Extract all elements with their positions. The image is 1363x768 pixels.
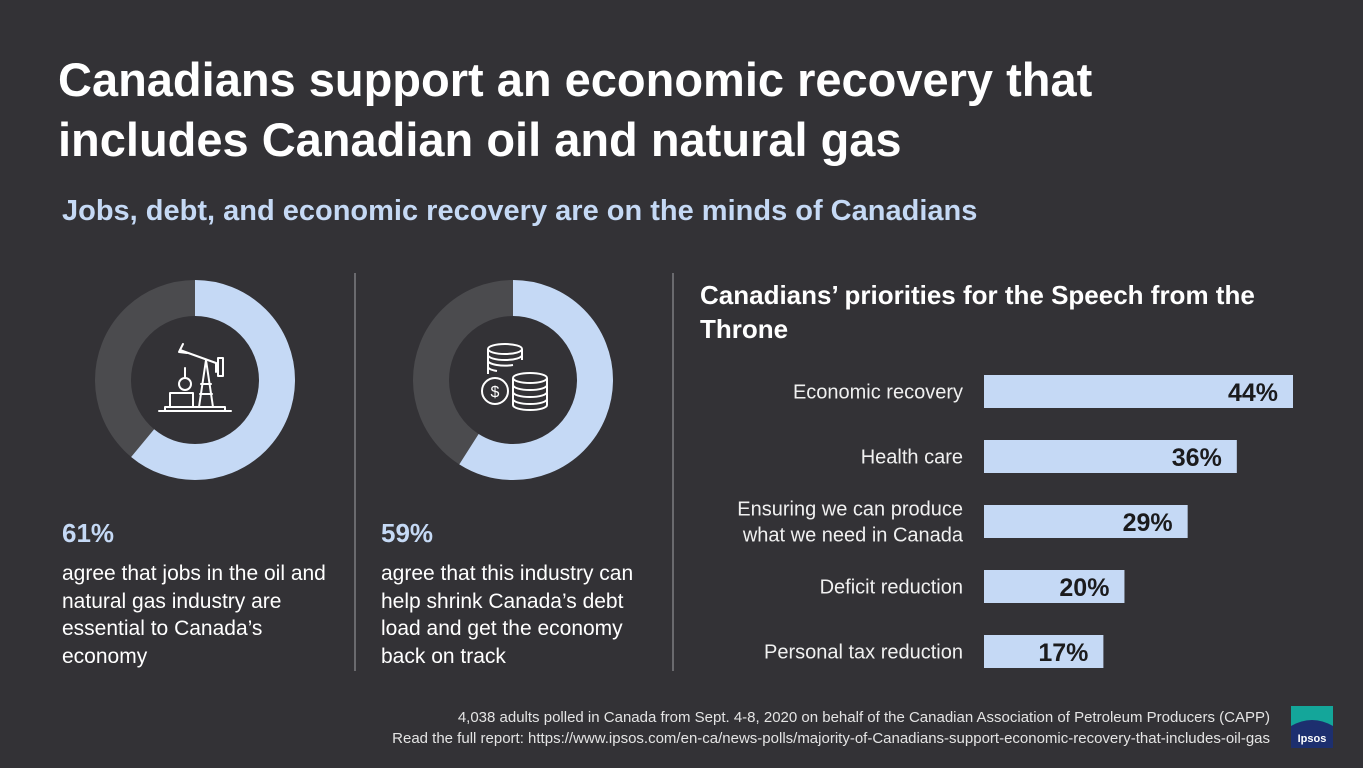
priorities-bar-chart: 44% Economic recovery 36% Health care 29% Ens… — [737, 375, 1293, 668]
category-label-1-0: Health care — [861, 447, 963, 469]
bar-2 — [984, 505, 1188, 538]
bar-1 — [984, 440, 1237, 473]
stat-description-jobs: agree that jobs in the oil and natural g… — [62, 562, 326, 668]
category-label-0-0: Economic recovery — [793, 382, 963, 404]
bar-value-label-4: 17% — [1038, 639, 1088, 667]
title-line-1: Canadians support an economic recovery t… — [58, 53, 1093, 106]
oil-pump-icon — [158, 343, 232, 412]
donut-jobs — [95, 280, 295, 480]
ipsos-logo: Ipsos — [1291, 706, 1333, 748]
category-label-4-0: Personal tax reduction — [764, 642, 963, 664]
footer-source: 4,038 adults polled in Canada from Sept.… — [392, 707, 1270, 749]
category-label-2-1: what we need in Canada — [742, 525, 964, 547]
bar-4 — [984, 635, 1104, 668]
category-label-2-0: Ensuring we can produce — [737, 499, 963, 521]
bar-value-label-1: 36% — [1172, 444, 1222, 472]
donut-debt: $ — [413, 280, 613, 480]
coins-icon: $ — [481, 343, 548, 411]
chart-title: Canadians’ priorities for the Speech fro… — [700, 280, 1255, 344]
footer-report-link[interactable]: Read the full report: https://www.ipsos.… — [392, 730, 1270, 747]
svg-text:$: $ — [491, 384, 500, 401]
bar-0 — [984, 375, 1293, 408]
divider-left — [354, 273, 356, 671]
footer-poll-note: 4,038 adults polled in Canada from Sept.… — [457, 709, 1270, 726]
divider-right — [672, 273, 674, 671]
donut-jobs-arc — [95, 280, 295, 480]
ipsos-logo-text: Ipsos — [1298, 733, 1327, 745]
stat-description-debt: agree that this industry can help shrink… — [381, 562, 634, 668]
stat-percent-debt: 59% — [381, 518, 434, 548]
title-line-2: includes Canadian oil and natural gas — [58, 113, 902, 166]
bar-value-label-3: 20% — [1059, 574, 1109, 602]
donut-debt-arc — [413, 280, 613, 480]
page-title: Canadians support an economic recovery t… — [58, 50, 1318, 170]
bar-value-label-0: 44% — [1228, 379, 1278, 407]
bar-value-label-2: 29% — [1123, 509, 1173, 537]
category-label-3-0: Deficit reduction — [820, 577, 963, 599]
page-subtitle: Jobs, debt, and economic recovery are on… — [62, 195, 978, 227]
stat-percent-jobs: 61% — [62, 518, 115, 548]
bar-3 — [984, 570, 1125, 603]
